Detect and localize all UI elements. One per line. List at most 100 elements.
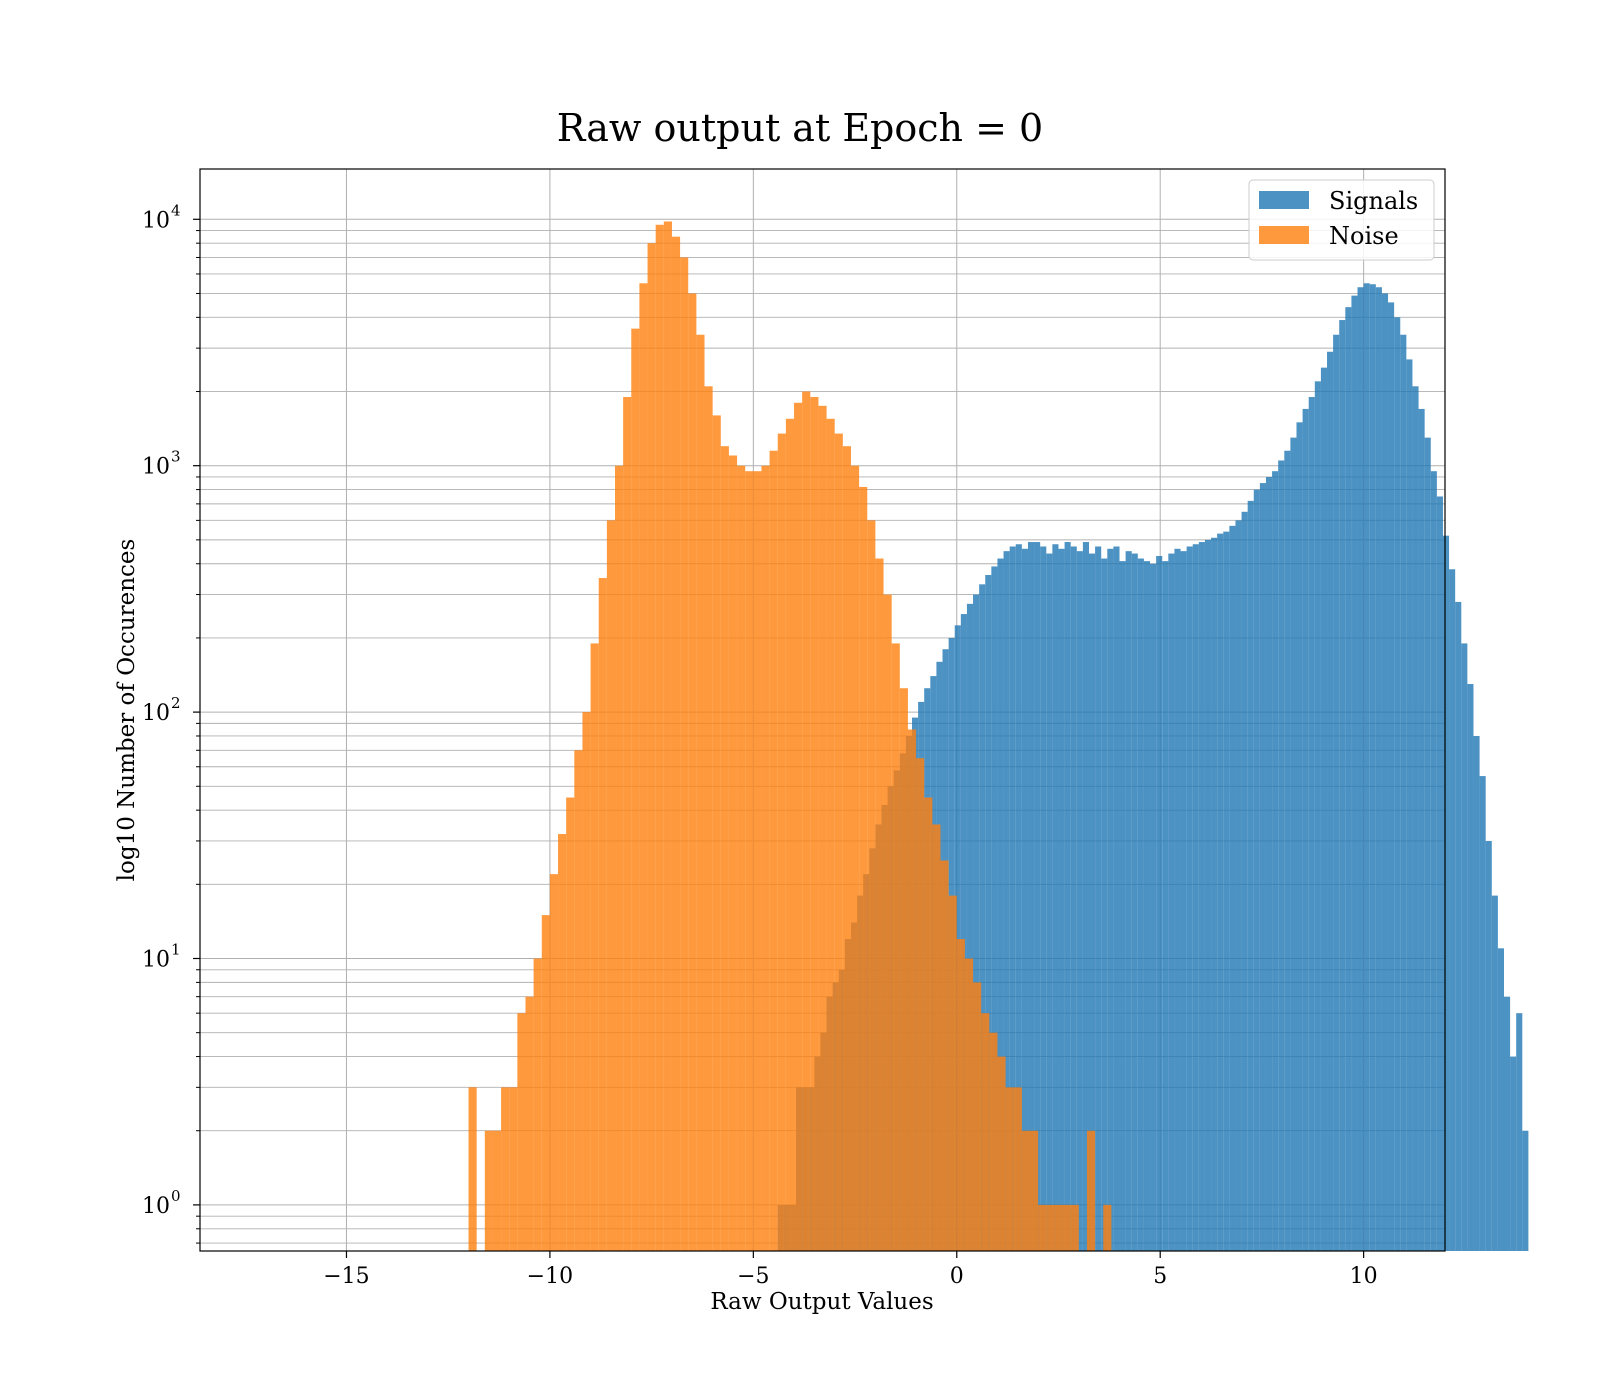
bar-signals (973, 594, 980, 1251)
plot-frame (199, 168, 1446, 1252)
bar-noise (1086, 1130, 1096, 1251)
x-axis: −15 −10 −5 0 5 10 (323, 1251, 1378, 1289)
bar-noise (981, 1013, 990, 1251)
bar-noise (598, 578, 607, 1251)
bar-signals (1253, 489, 1260, 1251)
bar-signals (1430, 471, 1437, 1252)
bar-signals (1174, 548, 1181, 1251)
bar-noise (867, 520, 876, 1251)
bar-signals (1217, 533, 1224, 1251)
bar-signals (1400, 334, 1407, 1252)
bar-signals (1473, 735, 1480, 1251)
y-tick-exponent: 3 (171, 448, 181, 466)
bar-noise (818, 405, 827, 1252)
bar-signals (1351, 295, 1358, 1252)
bar-signals (960, 614, 967, 1251)
y-tick-label: 10 (142, 701, 170, 726)
bar-noise (533, 958, 542, 1251)
bar-noise (696, 334, 705, 1252)
bar-signals (1369, 284, 1376, 1251)
bar-signals (1381, 293, 1389, 1251)
bar-signals (1088, 553, 1096, 1251)
bar-noise (1005, 1087, 1014, 1251)
bar-signals (1497, 948, 1504, 1251)
bar-noise (810, 397, 819, 1251)
bar-signals (1156, 556, 1163, 1251)
bar-signals (1070, 546, 1077, 1251)
bar-noise (590, 643, 599, 1251)
bar-signals (1021, 548, 1028, 1251)
x-tick-label: −15 (323, 1264, 369, 1289)
bar-noise (777, 433, 786, 1252)
bar-noise (1054, 1204, 1063, 1251)
legend: Signals Noise (1248, 179, 1435, 261)
bar-noise (541, 915, 550, 1251)
bar-noise (964, 958, 974, 1251)
bar-noise (501, 1087, 510, 1251)
bar-signals (1058, 548, 1065, 1251)
bar-noise (712, 415, 721, 1252)
bar-signals (1009, 546, 1016, 1251)
bar-signals (1424, 437, 1431, 1251)
bar-noise (492, 1130, 502, 1251)
bar-signals (1467, 684, 1474, 1251)
bar-noise (1070, 1204, 1079, 1251)
y-tick-exponent: 4 (171, 201, 181, 219)
bar-signals (1137, 558, 1144, 1251)
bar-noise (932, 824, 941, 1251)
x-tick-label: 10 (1350, 1264, 1378, 1289)
bar-signals (1101, 558, 1108, 1251)
bar-signals (1296, 422, 1303, 1251)
bar-signals (1491, 895, 1498, 1251)
bar-noise (1013, 1087, 1022, 1251)
bar-noise (631, 328, 640, 1252)
bar-noise (924, 797, 933, 1251)
bar-noise (728, 455, 738, 1251)
bar-noise (582, 712, 591, 1251)
bar-signals (1449, 569, 1456, 1251)
bar-signals (1259, 483, 1266, 1252)
bar-noise (850, 465, 860, 1251)
y-tick-exponent: 0 (171, 1187, 181, 1205)
bar-signals (1485, 840, 1492, 1251)
bar-signals (1327, 351, 1334, 1251)
bar-signals (1003, 551, 1010, 1251)
bar-signals (1192, 544, 1199, 1251)
bar-noise (574, 750, 583, 1251)
legend-label-noise: Noise (1329, 222, 1399, 250)
bar-noise (525, 996, 534, 1251)
bar-signals (1247, 500, 1254, 1252)
bar-noise (1062, 1204, 1071, 1251)
bar-signals (1125, 551, 1132, 1251)
bar-noise (1103, 1204, 1112, 1251)
bar-noise (566, 797, 575, 1251)
bar-signals (1143, 561, 1151, 1251)
bar-signals (1040, 546, 1047, 1251)
bar-signals (979, 584, 986, 1251)
bar-noise (688, 293, 697, 1251)
bar-signals (954, 625, 961, 1251)
bar-noise (940, 860, 949, 1251)
y-axis-label: log10 Number of Occurences (114, 539, 140, 882)
bar-signals (1333, 334, 1340, 1252)
bar-noise (753, 471, 762, 1252)
bar-noise (623, 397, 632, 1251)
bar-noise (899, 688, 908, 1251)
bar-signals (1442, 535, 1450, 1251)
chart-title: Raw output at Epoch = 0 (557, 106, 1043, 150)
bar-signals (1394, 317, 1401, 1251)
bar-signals (997, 558, 1004, 1251)
bar-signals (1027, 542, 1035, 1251)
bar-signals (1510, 1056, 1517, 1251)
bar-signals (1308, 397, 1315, 1251)
bar-signals (1015, 544, 1022, 1251)
bar-signals (1095, 546, 1102, 1251)
series-noise (468, 221, 1112, 1252)
bar-noise (606, 520, 615, 1251)
bar-noise (842, 446, 851, 1251)
bar-noise (794, 402, 803, 1251)
x-tick-label: −5 (737, 1264, 769, 1289)
bar-noise (907, 729, 917, 1251)
bar-signals (1162, 561, 1169, 1251)
